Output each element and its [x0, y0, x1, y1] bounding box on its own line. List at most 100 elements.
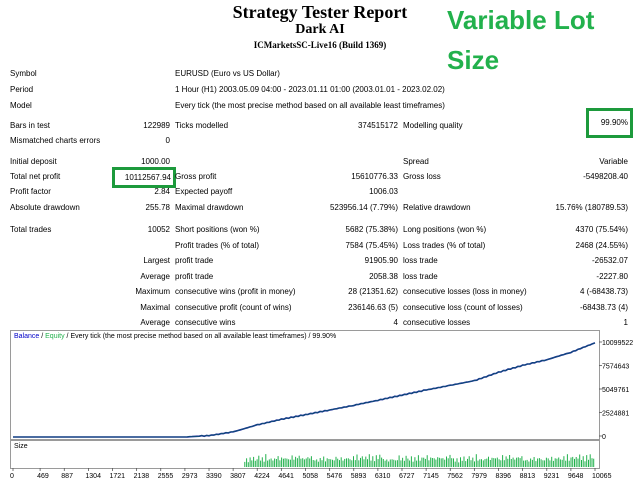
size-bar — [517, 457, 519, 467]
ltrades-label: Loss trades (% of total) — [403, 241, 486, 250]
ticks-value: 374515172 — [357, 121, 398, 130]
symbol-value: EURUSD (Euro vs US Dollar) — [175, 69, 280, 78]
size-bar — [368, 454, 370, 467]
size-bar — [363, 459, 365, 467]
x-tick-label: 7145 — [423, 473, 439, 480]
ptrades-label: Profit trades (% of total) — [175, 241, 260, 250]
size-bar — [342, 460, 344, 467]
size-bar — [584, 461, 586, 467]
model-value: Every tick (the most precise method base… — [175, 101, 445, 110]
size-bar — [321, 460, 323, 467]
size-bar — [272, 460, 274, 467]
x-tick-label: 5476 — [327, 473, 343, 480]
size-bar — [296, 458, 298, 467]
size-bar — [389, 459, 391, 467]
size-bar — [367, 459, 368, 467]
x-tick-label: 4224 — [254, 473, 270, 480]
size-bar — [449, 454, 451, 467]
size-bar — [344, 458, 346, 467]
size-bar — [400, 460, 402, 467]
x-tick-label: 8396 — [495, 473, 511, 480]
x-tick-label: 5893 — [351, 473, 367, 480]
size-bar — [396, 460, 398, 467]
size-bar — [593, 458, 595, 467]
bars-label: Bars in test — [10, 121, 51, 130]
size-bar — [261, 457, 263, 467]
size-bar — [346, 458, 347, 467]
size-bar — [317, 461, 319, 467]
size-bar — [405, 455, 407, 467]
ep-value: 1006.03 — [369, 187, 398, 196]
size-bar — [437, 457, 439, 467]
size-bar — [305, 458, 307, 467]
x-axis: 0 469 887 1304 1721 2138 2555 2973 3390 3807 4224 4… — [10, 468, 612, 480]
size-bar — [354, 460, 356, 467]
ep-label: Expected payoff — [175, 187, 233, 196]
size-bar — [533, 457, 535, 467]
size-bar — [447, 458, 449, 467]
avgcl-label: consecutive losses — [403, 318, 471, 327]
size-bar — [289, 459, 291, 467]
spread-value: Variable — [599, 157, 628, 166]
trades-value: 10052 — [147, 225, 170, 234]
size-bar — [579, 454, 581, 467]
size-bar — [474, 461, 475, 467]
size-bar — [254, 460, 256, 467]
size-bar — [582, 456, 584, 467]
size-bar — [339, 460, 340, 467]
size-bar — [552, 460, 554, 467]
size-bar — [545, 457, 547, 467]
size-bar — [412, 461, 414, 467]
short-label: Short positions (won %) — [175, 225, 260, 234]
size-bar — [258, 455, 260, 467]
size-bar — [537, 458, 539, 467]
size-bar — [456, 458, 458, 467]
size-bar — [491, 457, 493, 467]
size-bar — [249, 457, 251, 467]
size-bar — [549, 460, 551, 467]
size-bar — [298, 455, 300, 467]
size-bar — [519, 458, 521, 467]
size-bar — [423, 457, 425, 467]
x-tick-label: 3390 — [206, 473, 222, 480]
size-bar — [496, 457, 498, 467]
size-chart: Size — [10, 440, 600, 469]
netprofit-value: 10112567.94 — [112, 167, 176, 188]
maximalcl-value: -68438.73 (4) — [579, 303, 628, 312]
size-bar — [379, 454, 381, 467]
size-bar — [349, 459, 351, 467]
size-bar — [416, 460, 418, 467]
model-label: Model — [10, 101, 32, 110]
size-bar — [528, 461, 530, 467]
size-bar — [326, 458, 328, 467]
size-bar — [386, 459, 388, 467]
chart-legend: Balance / Equity / Every tick (the most … — [14, 333, 336, 341]
period-label: Period — [10, 85, 34, 94]
size-bar — [372, 456, 374, 467]
y-tick-label: 2524881 — [602, 411, 629, 418]
size-bar — [566, 454, 568, 467]
size-bar — [314, 460, 316, 467]
size-bar — [256, 459, 258, 467]
size-bar — [444, 459, 446, 467]
grossloss-label: Gross loss — [403, 172, 441, 181]
size-bar — [265, 454, 267, 467]
size-bar — [488, 456, 489, 467]
size-bar — [470, 460, 472, 467]
size-bar — [521, 456, 523, 467]
average-loss-value: -2227.80 — [596, 272, 628, 281]
size-bar — [493, 458, 495, 467]
size-bar — [302, 458, 304, 467]
size-bar — [260, 460, 262, 467]
size-bar — [403, 460, 405, 467]
size-bar — [293, 459, 295, 467]
size-bar — [510, 459, 512, 467]
size-bar — [395, 460, 397, 467]
size-bar — [410, 456, 412, 467]
deposit-value: 1000.00 — [141, 157, 170, 166]
size-bar — [414, 457, 416, 467]
x-tick-label: 10065 — [592, 473, 612, 480]
size-bar — [523, 460, 525, 467]
x-tick-label: 6727 — [399, 473, 415, 480]
size-bar — [424, 458, 426, 467]
